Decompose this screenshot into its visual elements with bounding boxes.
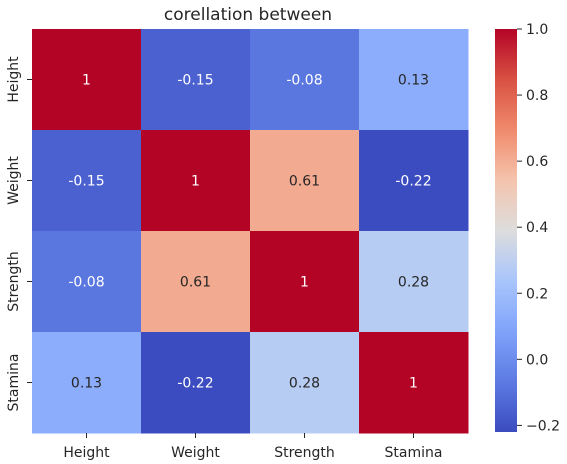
heatmap-cell-label: -0.15 (68, 174, 104, 190)
colorbar-tick-label: 0.4 (526, 220, 548, 236)
heatmap-cell-label: -0.22 (177, 376, 213, 392)
colorbar-tick-label: 0.2 (526, 286, 548, 302)
heatmap-cell-label: 0.13 (71, 376, 102, 392)
x-tick-label: Weight (171, 445, 220, 461)
x-tick-label: Height (63, 445, 110, 461)
x-tick-label: Strength (274, 445, 335, 461)
colorbar-tick-label: 0.6 (526, 154, 548, 170)
heatmap-cell-label: 0.13 (398, 73, 429, 89)
y-tick-label: Strength (6, 251, 22, 312)
heatmap-cell-label: 1 (300, 275, 309, 291)
heatmap-cell (250, 29, 360, 131)
y-tick-label: Stamina (6, 354, 22, 412)
heatmap-cell (141, 29, 251, 131)
heatmap-cell (32, 332, 142, 434)
chart-title: corellation between (164, 5, 332, 25)
colorbar-axis: −0.2 0.0 0.2 0.4 0.6 0.8 1.0 (517, 22, 560, 434)
heatmap-cell-label: 1 (409, 376, 418, 392)
heatmap-cell-label: -0.22 (395, 174, 431, 190)
colorbar-tick-label: 0.8 (526, 88, 548, 104)
heatmap-cell (359, 231, 469, 333)
heatmap-cell (250, 332, 360, 434)
colorbar-tick-label: 1.0 (526, 22, 548, 38)
heatmap-cell-label: -0.15 (177, 73, 213, 89)
heatmap-cell (141, 130, 251, 232)
heatmap-cell-label: 0.28 (289, 376, 320, 392)
heatmap-cell (141, 332, 251, 434)
x-tick-label: Stamina (385, 445, 443, 461)
heatmap-cell-label: -0.08 (286, 73, 322, 89)
heatmap-cell-labels: 1 -0.15 -0.08 0.13 -0.15 1 0.61 -0.22 -0.08 0.61 1… (68, 73, 431, 392)
y-tick-label: Weight (6, 156, 22, 205)
heatmap-cell (32, 29, 142, 131)
heatmap-cell (359, 332, 469, 434)
heatmap-cell-label: 0.28 (398, 275, 429, 291)
y-axis: Height Weight Strength Stamina (6, 56, 32, 412)
heatmap-cell (250, 130, 360, 232)
x-axis: Height Weight Strength Stamina (63, 433, 442, 461)
heatmap-cell (32, 231, 142, 333)
heatmap-cell-label: 0.61 (180, 275, 211, 291)
heatmap-cell-label: 1 (82, 73, 91, 89)
heatmap-cell-label: -0.08 (68, 275, 104, 291)
heatmap-cell (359, 29, 469, 131)
colorbar-tick-label: −0.2 (526, 418, 560, 434)
y-tick-label: Height (6, 56, 22, 103)
heatmap-cell-label: 0.61 (289, 174, 320, 190)
heatmap-cell (359, 130, 469, 232)
colorbar-tick-label: 0.0 (526, 352, 548, 368)
heatmap-cell (32, 130, 142, 232)
heatmap-cell (250, 231, 360, 333)
heatmap-cells (32, 29, 469, 434)
heatmap-cell (141, 231, 251, 333)
colorbar (495, 29, 517, 432)
heatmap-cell-label: 1 (191, 174, 200, 190)
